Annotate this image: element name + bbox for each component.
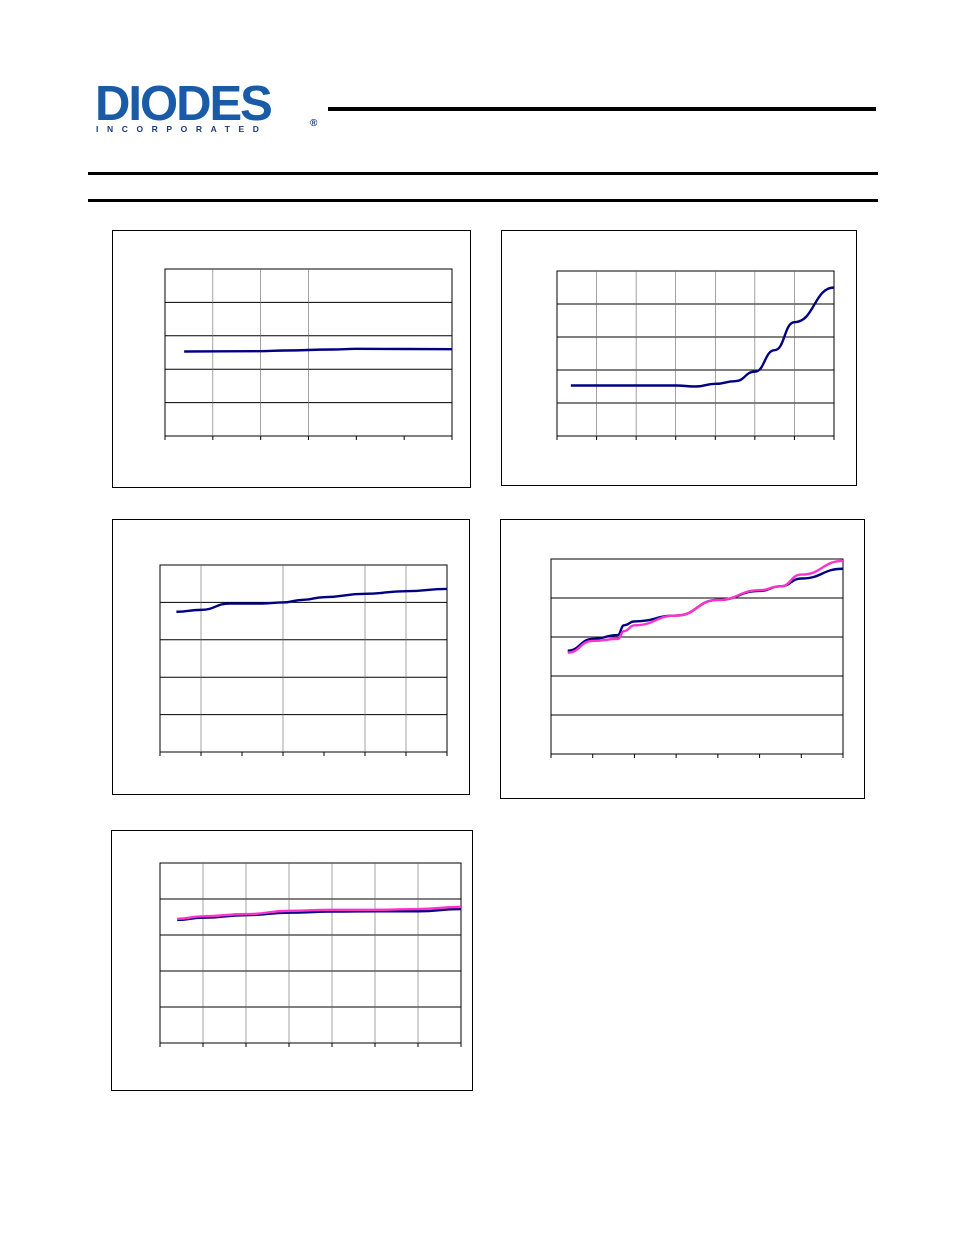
chart-2 — [556, 270, 835, 440]
logo-wordmark: DIODES — [95, 77, 273, 131]
series-line-1 — [176, 587, 448, 613]
diodes-logo: DIODES INCORPORATED ® — [95, 80, 321, 136]
series-line-1 — [570, 286, 835, 388]
plot-area — [556, 270, 835, 437]
logo-tagline: INCORPORATED — [96, 124, 268, 134]
chart-panel-5 — [111, 830, 473, 1091]
header-bar — [328, 107, 876, 111]
series-line-2 — [177, 905, 462, 920]
chart-panel-1 — [112, 230, 471, 488]
plot-area — [550, 558, 844, 755]
series-line-1 — [184, 347, 453, 353]
plot-area — [159, 564, 448, 753]
chart-panel-2 — [501, 230, 857, 486]
bottom-rule — [88, 199, 878, 202]
chart-panel-3 — [112, 519, 470, 795]
registered-mark: ® — [310, 118, 318, 129]
chart-panel-4 — [500, 519, 865, 799]
chart-1 — [164, 268, 453, 440]
plot-area — [159, 862, 462, 1044]
series-line-2 — [567, 559, 844, 654]
top-rule — [88, 172, 878, 175]
chart-5 — [159, 862, 462, 1047]
series-line-1 — [177, 907, 462, 922]
chart-4 — [550, 558, 844, 758]
chart-3 — [159, 564, 448, 756]
